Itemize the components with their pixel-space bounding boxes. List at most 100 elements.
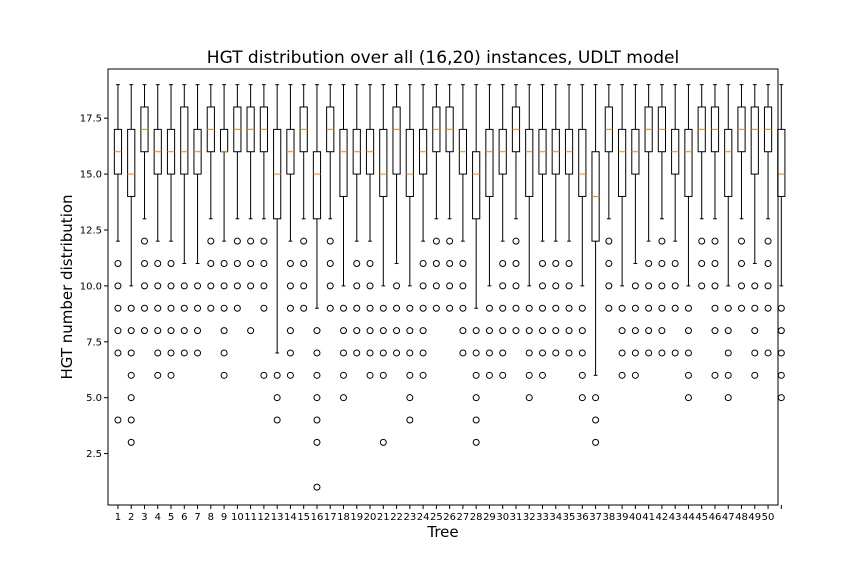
flier-point xyxy=(512,304,520,312)
flier-point xyxy=(326,304,334,312)
flier-point xyxy=(339,304,347,312)
flier-point xyxy=(499,349,507,357)
x-tick-label: 50 xyxy=(762,512,775,523)
flier-point xyxy=(419,260,427,268)
box-3 xyxy=(140,84,149,335)
flier-point xyxy=(432,282,440,290)
flier-point xyxy=(220,282,228,290)
box-18 xyxy=(339,84,348,402)
chart-title: HGT distribution over all (16,20) instan… xyxy=(207,48,679,68)
box-iqr xyxy=(405,128,414,197)
box-7 xyxy=(193,84,202,357)
x-tick-label: 9 xyxy=(221,512,227,523)
flier-point xyxy=(711,237,719,245)
flier-point xyxy=(578,327,586,335)
flier-point xyxy=(379,349,387,357)
flier-point xyxy=(539,349,547,357)
flier-point xyxy=(247,260,255,268)
x-tick-label: 20 xyxy=(364,512,377,523)
flier-point xyxy=(499,282,507,290)
flier-point xyxy=(300,282,308,290)
flier-point xyxy=(220,304,228,312)
flier-point xyxy=(432,237,440,245)
flier-point xyxy=(459,327,467,335)
flier-point xyxy=(154,282,162,290)
flier-point xyxy=(406,327,414,335)
box-32 xyxy=(525,84,534,402)
flier-point xyxy=(247,237,255,245)
x-tick-label: 43 xyxy=(669,512,682,523)
flier-point xyxy=(127,438,135,446)
box-35 xyxy=(564,84,574,357)
flier-point xyxy=(260,282,268,290)
x-tick-label: 13 xyxy=(271,512,284,523)
flier-point xyxy=(751,327,759,335)
flier-point xyxy=(127,349,135,357)
flier-point xyxy=(684,394,692,402)
flier-point xyxy=(154,327,162,335)
flier-point xyxy=(313,483,321,491)
flier-point xyxy=(286,327,294,335)
flier-point xyxy=(764,260,772,268)
flier-point xyxy=(499,371,507,379)
flier-point xyxy=(578,394,586,402)
flier-point xyxy=(114,349,122,357)
flier-point xyxy=(313,349,321,357)
flier-point xyxy=(419,349,427,357)
flier-point xyxy=(525,394,533,402)
x-tick-label: 10 xyxy=(231,512,244,523)
flier-point xyxy=(207,304,215,312)
flier-point xyxy=(446,304,454,312)
flier-point xyxy=(300,304,308,312)
box-6 xyxy=(180,84,189,357)
box-5 xyxy=(166,84,176,379)
flier-point xyxy=(140,304,148,312)
x-tick-label: 14 xyxy=(284,512,297,523)
box-44 xyxy=(684,84,693,402)
flier-point xyxy=(114,304,122,312)
box-iqr xyxy=(724,128,733,197)
flier-point xyxy=(233,260,241,268)
flier-point xyxy=(140,327,148,335)
x-tick-label: 27 xyxy=(457,512,470,523)
box-9 xyxy=(219,84,229,379)
flier-point xyxy=(273,394,281,402)
x-tick-label: 34 xyxy=(549,512,562,523)
flier-point xyxy=(578,304,586,312)
flier-point xyxy=(180,282,188,290)
axes-frame xyxy=(107,68,779,506)
flier-point xyxy=(114,416,122,424)
y-tick-label: 17.5 xyxy=(80,114,102,125)
flier-point xyxy=(127,371,135,379)
flier-point xyxy=(684,349,692,357)
flier-point xyxy=(738,282,746,290)
box-14 xyxy=(286,84,295,379)
flier-point xyxy=(207,282,215,290)
y-tick-label: 15.0 xyxy=(80,170,102,181)
flier-point xyxy=(127,416,135,424)
flier-point xyxy=(578,371,586,379)
flier-point xyxy=(194,349,202,357)
flier-point xyxy=(724,371,732,379)
flier-point xyxy=(684,304,692,312)
flier-point xyxy=(154,349,162,357)
flier-point xyxy=(366,304,374,312)
flier-point xyxy=(751,304,759,312)
flier-point xyxy=(419,282,427,290)
flier-point xyxy=(645,282,653,290)
box-28 xyxy=(472,84,481,446)
flier-point xyxy=(698,237,706,245)
x-tick-label: 3 xyxy=(141,512,147,523)
y-axis: 2.5 5.0 7.5 10.0 12.5 15.0 17.5 xyxy=(80,114,108,460)
x-tick-label: 31 xyxy=(510,512,523,523)
flier-point xyxy=(671,304,679,312)
box-49 xyxy=(750,84,759,379)
flier-point xyxy=(446,237,454,245)
x-tick-label: 39 xyxy=(616,512,629,523)
box-37 xyxy=(591,84,600,446)
flier-point xyxy=(565,327,573,335)
flier-point xyxy=(618,304,626,312)
x-tick-label: 6 xyxy=(181,512,187,523)
box-17 xyxy=(326,84,335,312)
x-tick-label: 21 xyxy=(377,512,390,523)
